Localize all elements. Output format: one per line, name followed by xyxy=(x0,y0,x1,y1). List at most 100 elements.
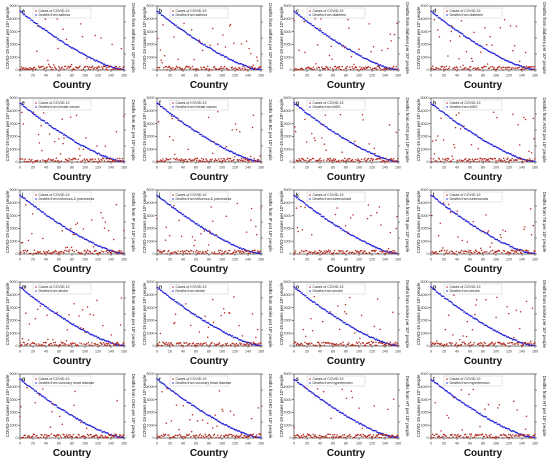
cases-point xyxy=(212,252,215,255)
cases-point xyxy=(334,158,337,160)
cases-point xyxy=(371,159,374,162)
y-left-tick-label: 0 xyxy=(427,252,429,256)
deaths-point xyxy=(173,115,176,117)
cases-point xyxy=(515,25,518,28)
cases-point xyxy=(529,159,532,162)
cases-point xyxy=(226,342,228,345)
cases-point xyxy=(47,59,49,62)
deaths-point xyxy=(434,289,437,291)
cases-point xyxy=(179,342,182,344)
cases-point xyxy=(240,252,243,255)
cases-point xyxy=(502,69,504,71)
y-left-tick-label: 2000 xyxy=(10,43,18,47)
deaths-point xyxy=(305,294,307,297)
deaths-point xyxy=(366,334,369,336)
cases-point xyxy=(322,341,325,344)
cases-point xyxy=(174,158,177,161)
cases-point xyxy=(463,341,465,343)
x-tick-label: 40 xyxy=(455,166,459,170)
deaths-point xyxy=(465,36,468,39)
deaths-point xyxy=(467,221,470,223)
cases-point xyxy=(297,68,299,71)
deaths-point xyxy=(298,14,301,16)
chart-panel-a: 0 20 40 60 80 100 120 140 1600100020003000400050… xyxy=(5,3,136,91)
cases-point xyxy=(74,233,76,236)
cases-point xyxy=(224,160,227,162)
cases-point xyxy=(63,137,65,139)
deaths-point xyxy=(81,236,83,238)
cases-point xyxy=(378,66,381,69)
deaths-point xyxy=(378,155,381,158)
legend-label-cases: Cases of COVID-19 xyxy=(313,101,344,105)
deaths-point xyxy=(189,34,192,37)
cases-point xyxy=(159,332,162,335)
deaths-point xyxy=(295,195,297,198)
deaths-point xyxy=(122,436,125,439)
cases-point xyxy=(50,68,53,71)
cases-point xyxy=(220,253,222,255)
cases-point xyxy=(157,37,159,40)
cases-point xyxy=(463,125,465,127)
cases-point xyxy=(504,344,507,346)
y-left-tick-label: 0 xyxy=(153,160,155,164)
cases-point xyxy=(395,227,397,230)
cases-point xyxy=(58,67,61,69)
y-left-tick-label: 2000 xyxy=(284,43,292,47)
cases-point xyxy=(190,28,193,31)
cases-point xyxy=(120,47,123,50)
series-cases xyxy=(430,294,536,347)
x-tick-label: 20 xyxy=(305,166,309,170)
cases-point xyxy=(53,251,56,253)
cases-point xyxy=(431,67,433,70)
legend-marker-cases xyxy=(446,10,448,12)
x-tick-label: 120 xyxy=(232,442,238,446)
cases-point xyxy=(96,434,98,437)
deaths-point xyxy=(95,243,98,246)
x-tick-label: 140 xyxy=(382,350,388,354)
deaths-point xyxy=(237,337,239,340)
series-cases xyxy=(430,202,536,255)
deaths-point xyxy=(360,55,363,57)
legend-marker-cases xyxy=(446,194,448,196)
cases-point xyxy=(110,158,113,160)
cases-point xyxy=(235,342,238,345)
deaths-point xyxy=(92,334,94,336)
cases-point xyxy=(109,65,112,67)
cases-point xyxy=(468,68,470,70)
cases-point xyxy=(187,148,190,151)
deaths-point xyxy=(21,103,24,106)
deaths-point xyxy=(196,222,198,225)
cases-point xyxy=(90,252,92,254)
cases-point xyxy=(173,157,175,160)
x-tick-label: 120 xyxy=(95,166,101,170)
cases-point xyxy=(161,61,163,64)
cases-point xyxy=(370,340,373,343)
cases-point xyxy=(58,344,60,347)
cases-point xyxy=(511,341,513,344)
x-tick-label: 80 xyxy=(481,350,485,354)
y-left-axis-title: COVID-19 cases per 10⁵ people xyxy=(142,98,147,161)
deaths-point xyxy=(189,402,192,405)
deaths-point xyxy=(324,308,326,311)
cases-point xyxy=(431,343,433,346)
cases-point xyxy=(51,67,53,69)
deaths-point xyxy=(510,153,512,155)
y-right-axis-title: Deaths from CHD per 10⁵ people xyxy=(131,374,136,439)
y-left-tick-label: 4000 xyxy=(147,385,155,389)
cases-point xyxy=(294,250,297,252)
deaths-point xyxy=(185,399,187,402)
cases-point xyxy=(245,40,248,42)
deaths-point xyxy=(42,395,45,398)
cases-point xyxy=(70,246,73,249)
deaths-point xyxy=(182,306,185,308)
cases-point xyxy=(227,344,229,347)
cases-point xyxy=(392,249,394,252)
y-left-tick-label: 4000 xyxy=(421,293,429,297)
cases-point xyxy=(484,27,486,29)
cases-point xyxy=(435,342,437,344)
deaths-point xyxy=(63,409,66,412)
legend-label-deaths: Deaths from breast cancer xyxy=(176,105,218,109)
cases-point xyxy=(252,341,255,343)
deaths-point xyxy=(516,248,519,250)
